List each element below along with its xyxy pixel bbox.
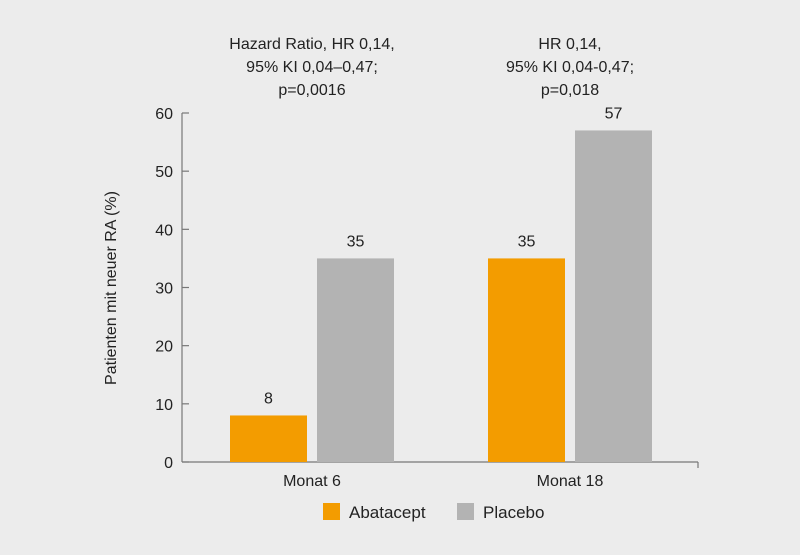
y-axis-label: Patienten mit neuer RA (%) (103, 191, 120, 385)
x-tick-label: Monat 18 (537, 473, 604, 490)
bar-placebo (317, 258, 394, 462)
data-label: 35 (347, 233, 365, 250)
y-tick-label: 40 (155, 222, 173, 239)
legend-label: Placebo (483, 503, 544, 522)
significance-annotation: HR 0,14, (538, 36, 601, 53)
legend-label: Abatacept (349, 503, 426, 522)
significance-annotation: 95% KI 0,04–0,47; (246, 59, 378, 76)
significance-annotation: 95% KI 0,04-0,47; (506, 59, 634, 76)
significance-annotation: p=0,018 (541, 82, 599, 99)
bar-placebo (575, 130, 652, 462)
y-tick-label: 20 (155, 339, 173, 356)
y-tick-label: 50 (155, 164, 173, 181)
significance-annotation: Hazard Ratio, HR 0,14, (229, 36, 394, 53)
data-label: 57 (605, 105, 623, 122)
significance-annotation: p=0,0016 (278, 82, 345, 99)
bar-abatacept (230, 415, 307, 462)
legend-swatch-abatacept (323, 503, 340, 520)
legend-swatch-placebo (457, 503, 474, 520)
data-label: 8 (264, 390, 273, 407)
x-tick-label: Monat 6 (283, 473, 341, 490)
y-tick-label: 10 (155, 397, 173, 414)
bar-abatacept (488, 258, 565, 462)
y-tick-label: 30 (155, 281, 173, 298)
y-tick-label: 60 (155, 106, 173, 123)
y-tick-label: 0 (164, 455, 173, 472)
data-label: 35 (518, 233, 536, 250)
